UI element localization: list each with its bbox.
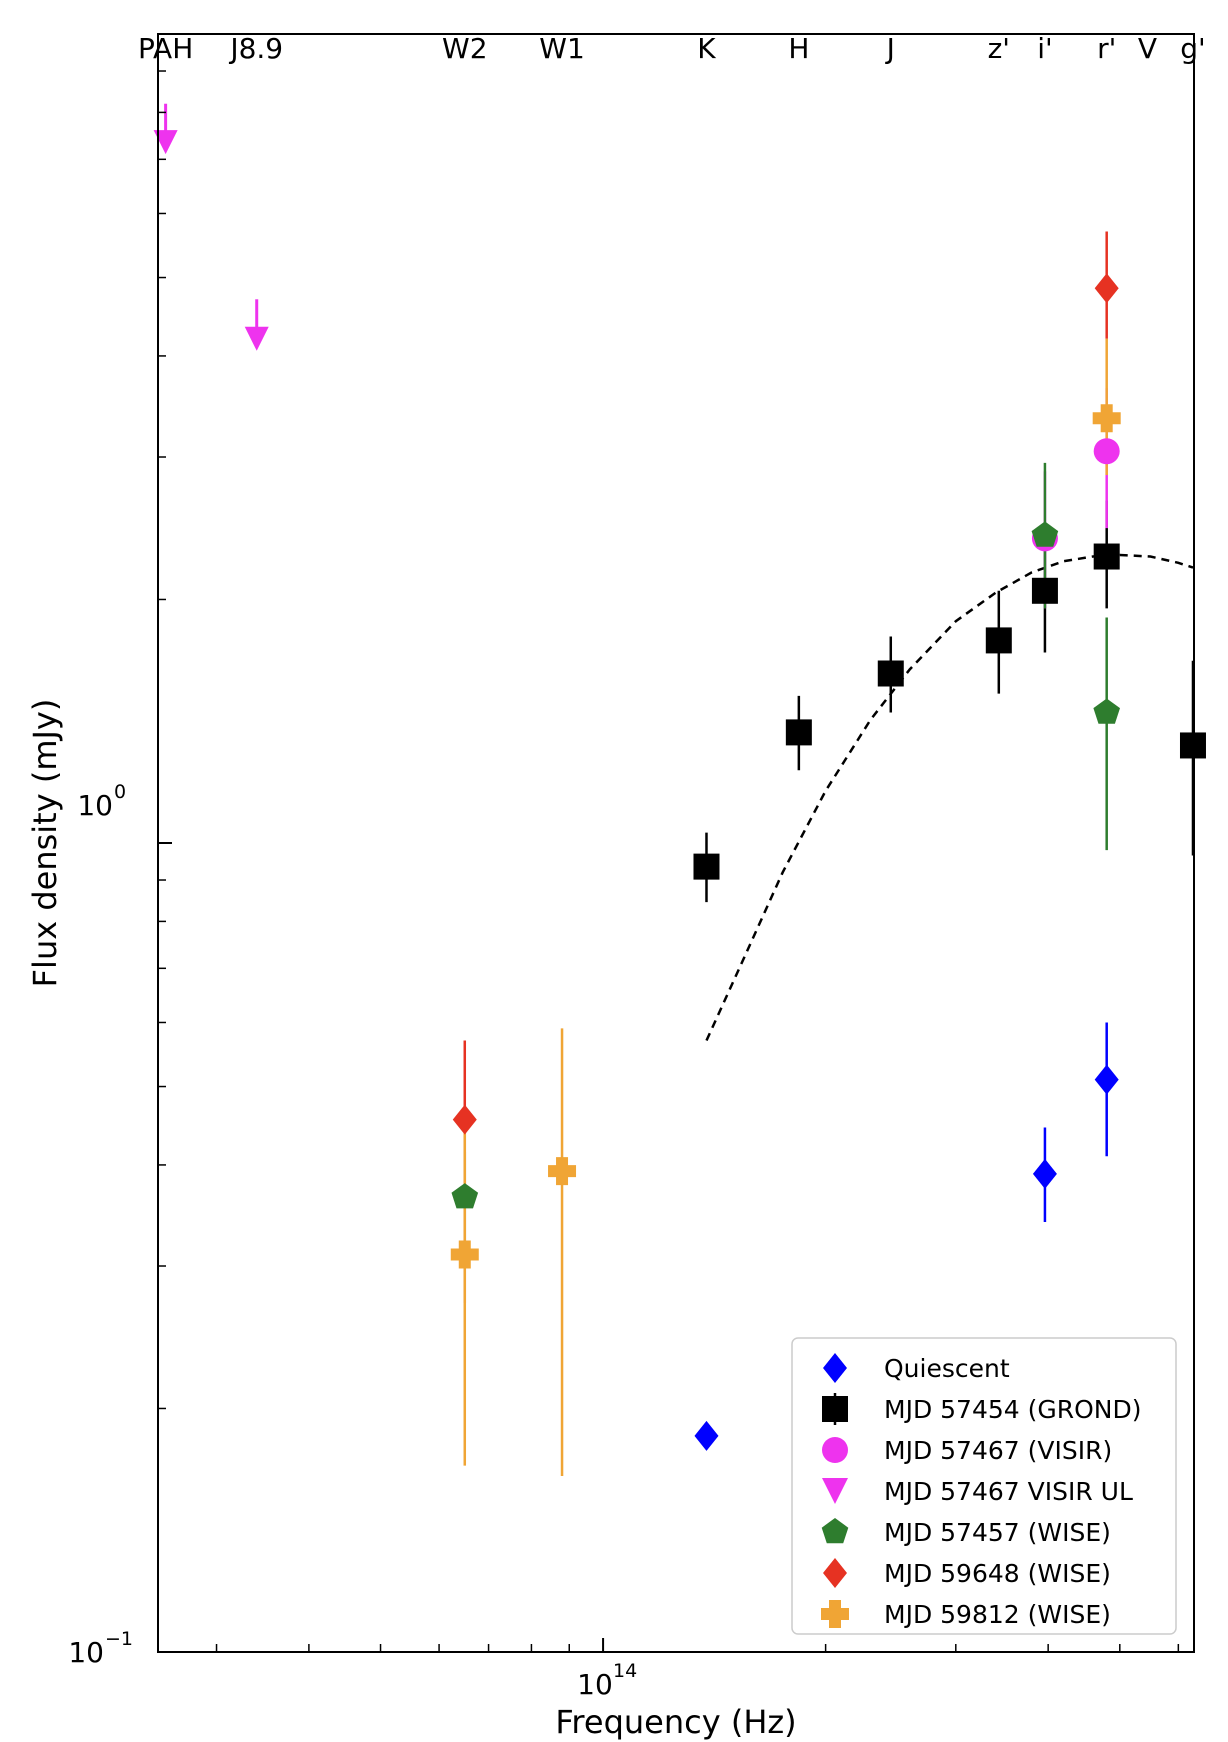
data-point [1094, 1064, 1119, 1095]
data-point [451, 1183, 479, 1209]
legend-label: MJD 57467 VISIR UL [884, 1477, 1133, 1506]
data-markers [153, 130, 1206, 1451]
band-label: J8.9 [228, 32, 283, 65]
svg-text:−1: −1 [105, 1628, 133, 1650]
series-0 [694, 1064, 1119, 1451]
data-point [548, 1157, 577, 1186]
legend: Quiescent MJD 57454 (GROND) MJD 57467 (VIS… [791, 1337, 1177, 1635]
band-label: r' [1097, 32, 1116, 65]
svg-text:10: 10 [68, 1636, 104, 1669]
data-point [694, 1420, 719, 1451]
series-3 [153, 130, 269, 351]
band-label: i' [1037, 32, 1052, 65]
data-point [452, 1104, 477, 1135]
legend-box [791, 1337, 1177, 1635]
upper-limit-arrow [153, 130, 178, 155]
axis-ticks [158, 33, 1180, 1653]
legend-marker [823, 1558, 847, 1588]
data-point [1032, 1158, 1057, 1189]
legend-marker [822, 1478, 848, 1504]
data-point [1094, 273, 1119, 304]
legend-label: MJD 57457 (WISE) [884, 1518, 1111, 1547]
legend-label: Quiescent [884, 1354, 1010, 1383]
svg-text:10: 10 [577, 1668, 613, 1701]
series-4 [451, 521, 1120, 1209]
band-label: PAH [138, 32, 193, 65]
data-point [877, 660, 904, 687]
legend-label: MJD 57454 (GROND) [884, 1395, 1142, 1424]
band-label: z' [988, 32, 1010, 65]
band-label: W2 [442, 32, 488, 65]
data-point [1179, 732, 1206, 759]
band-label: J [885, 32, 895, 65]
data-point [1092, 404, 1121, 433]
band-label: W1 [539, 32, 585, 65]
legend-marker [821, 1518, 849, 1544]
band-label: g' [1180, 32, 1205, 65]
data-point [450, 1240, 479, 1269]
series-1 [693, 543, 1206, 880]
legend-marker [822, 1396, 848, 1422]
band-label: H [788, 32, 809, 65]
data-point [1093, 438, 1120, 465]
data-point [1093, 543, 1120, 570]
legend-marker [821, 1600, 849, 1628]
x-axis-title: Frequency (Hz) [555, 1703, 796, 1741]
svg-text:0: 0 [114, 781, 126, 803]
band-label: V [1138, 32, 1157, 65]
legend-label: MJD 57467 (VISIR) [884, 1436, 1112, 1465]
data-point [1093, 698, 1120, 724]
y-tick-label-1e0: 10 0 [77, 781, 126, 822]
upper-limit-arrow [244, 326, 269, 351]
data-point [1031, 521, 1059, 547]
data-point [785, 719, 812, 746]
band-label: K [697, 32, 716, 65]
data-point [693, 853, 720, 880]
svg-text:10: 10 [77, 789, 113, 822]
x-tick-label-1e14: 10 14 [577, 1660, 637, 1701]
legend-marker [822, 1437, 848, 1463]
y-tick-label-1e-1: 10 −1 [68, 1628, 133, 1669]
svg-text:14: 14 [613, 1660, 637, 1682]
model-curve-layer [705, 553, 1194, 1042]
series-6 [450, 404, 1121, 1269]
legend-marker [823, 1353, 847, 1383]
legend-label: MJD 59812 (WISE) [884, 1600, 1111, 1629]
legend-label: MJD 59648 (WISE) [884, 1559, 1111, 1588]
data-point [985, 627, 1012, 654]
y-axis-title: Flux density (mJy) [26, 699, 64, 988]
data-point [1031, 577, 1058, 604]
model-curve [705, 553, 1194, 1042]
series-5 [452, 273, 1119, 1135]
